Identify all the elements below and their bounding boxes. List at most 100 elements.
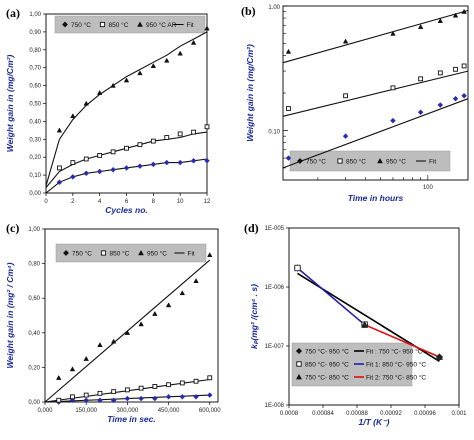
panel-0: (a) 0 2 4 6 8 10 12 0,00 0,10 0,20 0,30 0,40 0,50 0,60… (5, 6, 211, 215)
data-point (97, 397, 103, 403)
x-tick-label: 0.00084 (312, 411, 334, 417)
data-point (285, 48, 292, 54)
data-point (83, 100, 89, 106)
legend: 750 °C 850 °C 950 °C AR Fit (54, 15, 206, 34)
data-point (110, 397, 117, 403)
data-point (177, 50, 183, 56)
x-tick-label: 300,000 (117, 408, 139, 414)
x-tick-label: 10 (177, 199, 184, 205)
y-tick-label: 0,20 (28, 365, 40, 371)
x-tick-label: 6 (125, 199, 129, 205)
x-tick-label: 0 (44, 199, 48, 205)
data-point (193, 394, 199, 400)
y-tick-label: 0,80 (28, 262, 40, 268)
panel-letter: (c) (6, 221, 19, 235)
legend-box (54, 15, 206, 34)
data-point (83, 355, 89, 361)
data-point (437, 70, 443, 76)
fit-line (45, 131, 208, 188)
y-tick-label: 1,00 (29, 12, 41, 18)
data-point (177, 131, 183, 137)
data-point (152, 384, 158, 389)
legend: 750 °C 850 °C 950 °C Fit (55, 243, 207, 263)
data-point (123, 165, 130, 171)
data-point (56, 397, 62, 403)
data-point (165, 394, 172, 400)
legend-marker (377, 157, 383, 164)
data-point (137, 70, 143, 76)
data-point (56, 179, 63, 185)
y-tick-label: 1E-007 (265, 344, 285, 350)
legend-label: 950 °C AR (146, 21, 177, 29)
data-point (435, 353, 444, 360)
data-point (461, 8, 467, 14)
data-point (207, 375, 213, 381)
data-point (152, 395, 158, 402)
data-point (70, 113, 76, 119)
legend: 750 °C- 950 °C Fit : 750 °C- 950 °C 850 °C… (291, 342, 426, 387)
data-point (57, 165, 62, 171)
y-tick-label: 0,80 (29, 48, 41, 54)
x-tick-label: 12 (204, 199, 211, 205)
legend-marker (337, 158, 343, 164)
data-point (166, 382, 171, 388)
fit-line (282, 9, 469, 64)
data-point (70, 160, 76, 165)
panel-2: (c) 0,000 150,000 300,000 450,000 600,000 0,00… (5, 221, 221, 424)
plot-frame (288, 227, 460, 406)
y-axis-title: kₚ(mg² /(cm⁴ . s) (249, 284, 259, 349)
x-tick-label: 8 (152, 199, 156, 205)
legend-label: 750 °C- 850 °C (305, 374, 349, 382)
data-point (286, 106, 291, 111)
data-point (361, 320, 369, 328)
data-point (204, 25, 210, 31)
data-point (124, 395, 131, 402)
data-point (164, 57, 170, 63)
data-point (150, 138, 156, 144)
x-tick-label: 450,000 (158, 408, 180, 414)
x-tick-label: 0.00088 (346, 411, 368, 417)
x-tick-label: 0,000 (37, 408, 53, 414)
data-point (83, 392, 89, 398)
data-point (179, 290, 186, 296)
data-point (390, 30, 396, 36)
x-tick-label: 0.0008 (280, 411, 299, 417)
legend-label: Fit : 750 °C- 950 °C (366, 348, 423, 356)
legend-marker (295, 373, 303, 380)
legend-marker (138, 249, 144, 256)
data-point (110, 82, 116, 88)
data-point (452, 95, 459, 102)
panel-letter: (d) (244, 221, 259, 235)
data-point (111, 389, 117, 395)
x-tick-label: 4 (98, 199, 102, 205)
plot-frame (44, 228, 219, 403)
y-tick-label: 0,90 (29, 30, 41, 36)
data-point (110, 338, 117, 344)
data-point (204, 158, 210, 164)
fit-line (45, 31, 208, 186)
legend-marker (99, 21, 106, 28)
fit-line (364, 323, 440, 358)
x-tick-label: 0.00092 (380, 411, 402, 417)
y-tick-label: 1.00 (268, 5, 280, 11)
fit-line (282, 70, 469, 117)
data-point (207, 252, 213, 258)
data-point (165, 302, 172, 308)
legend-label: Fit (187, 22, 194, 29)
y-tick-label: 0,60 (28, 296, 40, 302)
data-point (343, 93, 349, 99)
data-point (138, 385, 144, 391)
legend-label: 750 °C- 950 °C (305, 348, 349, 356)
y-axis-title: Weight gain in (mg² / Cm⁴) (5, 262, 15, 368)
y-axis-title: Weight gain in (mg/Cm²) (5, 55, 15, 153)
legend-label: Fit (429, 159, 436, 166)
y-tick-label: 0,00 (29, 191, 41, 197)
y-tick-label: 0.10 (268, 129, 280, 135)
data-point (207, 392, 213, 398)
x-tick-label: 600,000 (199, 408, 221, 414)
data-point (461, 93, 467, 99)
legend-label: 750 °C (306, 158, 326, 166)
panel-1: (b) 100 1.00 0.10 Time in hours Weight gain i… (241, 4, 469, 203)
data-point (70, 394, 75, 400)
x-axis-title: Time in sec. (107, 414, 156, 424)
